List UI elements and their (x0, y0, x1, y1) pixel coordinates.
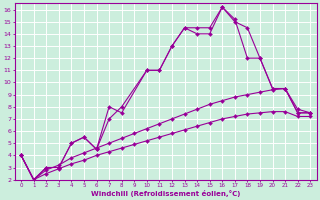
X-axis label: Windchill (Refroidissement éolien,°C): Windchill (Refroidissement éolien,°C) (91, 190, 240, 197)
